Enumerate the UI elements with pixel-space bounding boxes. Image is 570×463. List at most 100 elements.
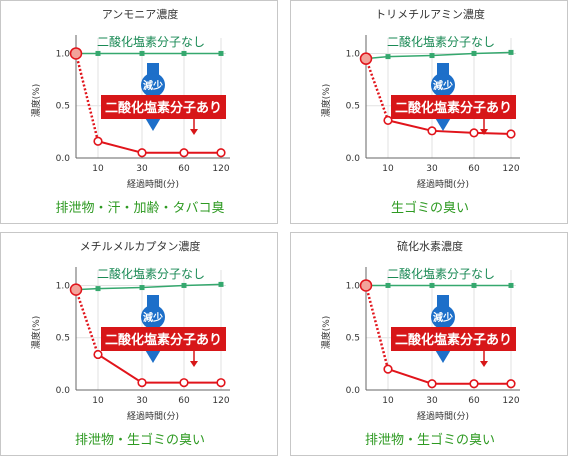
y-axis-label: 濃度(%)	[30, 316, 42, 350]
chart-title: 硫化水素濃度	[397, 239, 463, 253]
x-tick-label: 60	[468, 396, 480, 406]
point-without	[508, 282, 514, 288]
point-start	[359, 52, 373, 65]
pointer-arrow-head	[190, 129, 198, 135]
x-tick-label: 10	[92, 164, 104, 174]
x-tick-label: 120	[502, 164, 519, 174]
chart-svg: アンモニア濃度 0.0 0.5 1.0 10 30 60 120 経過時間(分) 濃度(%) 二酸化…	[30, 7, 230, 216]
point-with	[427, 126, 437, 136]
point-start	[69, 283, 83, 296]
decrease-badge	[141, 73, 165, 97]
x-axis-label: 経過時間(分)	[417, 178, 469, 190]
series-label-without: 二酸化塩素分子なし	[387, 266, 495, 281]
y-axis-label: 濃度(%)	[320, 316, 332, 350]
series-label-with-box	[101, 95, 226, 119]
chart-caption: 排泄物・汗・加齢・タバコ臭	[55, 201, 224, 216]
series-label-with: 二酸化塩素分子あり	[395, 100, 512, 116]
point-with	[137, 148, 147, 158]
series-label-with-box	[391, 327, 516, 351]
y-tick-label: 0.0	[346, 154, 361, 164]
point-without	[139, 50, 145, 56]
x-tick-label: 10	[92, 396, 104, 406]
y-tick-label: 1.0	[56, 49, 71, 59]
point-without	[471, 50, 477, 56]
series-label-with: 二酸化塩素分子あり	[395, 332, 512, 348]
pointer-arrow-head	[480, 361, 488, 367]
point-without	[385, 282, 391, 288]
point-without	[181, 50, 187, 56]
chart-title: アンモニア濃度	[102, 7, 179, 21]
y-tick-label: 0.0	[56, 154, 71, 164]
point-start	[359, 279, 373, 292]
x-axis-label: 経過時間(分)	[417, 410, 469, 422]
series-label-with: 二酸化塩素分子あり	[105, 332, 222, 348]
point-without	[218, 50, 224, 56]
point-with	[506, 379, 516, 389]
point-with	[179, 148, 189, 158]
y-axis-label: 濃度(%)	[30, 84, 42, 118]
decrease-label: 減少	[433, 311, 453, 324]
point-without	[218, 281, 224, 287]
series-line-with-dotted	[364, 285, 390, 370]
decrease-badge	[431, 73, 455, 97]
point-with	[93, 136, 103, 146]
point-with	[137, 378, 147, 388]
x-axis-label: 経過時間(分)	[127, 410, 179, 422]
y-tick-label: 0.0	[56, 386, 71, 396]
x-tick-label: 120	[502, 396, 519, 406]
point-with	[469, 379, 479, 389]
point-with	[506, 129, 516, 139]
decrease-label: 減少	[143, 311, 163, 324]
point-start	[69, 47, 83, 60]
x-tick-label: 60	[468, 164, 480, 174]
chart-title: トリメチルアミン濃度	[375, 7, 485, 21]
chart-title: メチルメルカプタン濃度	[80, 239, 201, 253]
chart-svg: 硫化水素濃度 0.0 0.5 1.0 10 30 60 120 経過時間(分) 濃度(%) 二酸化塩…	[320, 239, 520, 448]
series-line-with-dotted	[74, 289, 100, 355]
y-tick-label: 1.0	[56, 281, 71, 291]
point-with	[216, 148, 226, 158]
series-label-with: 二酸化塩素分子あり	[105, 100, 222, 116]
point-without	[429, 282, 435, 288]
point-without	[95, 286, 101, 292]
series-label-with-box	[101, 327, 226, 351]
series-line-with	[387, 368, 511, 385]
point-with	[383, 364, 393, 374]
point-with	[93, 349, 103, 360]
y-tick-label: 0.5	[346, 334, 360, 344]
decrease-label: 減少	[143, 79, 163, 92]
x-tick-label: 30	[136, 164, 148, 174]
chart-caption: 生ゴミの臭い	[391, 200, 469, 216]
pointer-arrow-head	[190, 361, 198, 367]
decrease-label: 減少	[433, 79, 453, 92]
x-tick-label: 60	[178, 396, 190, 406]
point-with	[216, 378, 226, 388]
chart-panel-trimethylamine: トリメチルアミン濃度 0.0 0.5 1.0 10 30 60 120 経過時間(分) 濃度(%)…	[290, 0, 568, 224]
chart-panel-methylmercaptan: メチルメルカプタン濃度 0.0 0.5 1.0 10 30 60 120 経過時間(分) 濃度(%…	[0, 232, 278, 456]
y-tick-label: 0.0	[346, 386, 361, 396]
series-label-without: 二酸化塩素分子なし	[97, 34, 205, 49]
series-line-with-dotted	[74, 53, 100, 142]
series-line-with	[387, 119, 512, 135]
x-tick-label: 30	[426, 164, 438, 174]
x-axis-label: 経過時間(分)	[127, 178, 179, 190]
series-label-without: 二酸化塩素分子なし	[387, 34, 495, 49]
chart-caption: 排泄物・生ゴミの臭い	[365, 432, 495, 448]
pointer-arrow-head	[480, 129, 488, 135]
y-tick-label: 1.0	[346, 49, 361, 59]
x-tick-label: 120	[212, 396, 229, 406]
point-with	[469, 128, 479, 138]
chart-svg: トリメチルアミン濃度 0.0 0.5 1.0 10 30 60 120 経過時間(分) 濃度(%)…	[320, 7, 520, 216]
x-tick-label: 10	[382, 164, 394, 174]
x-tick-label: 30	[426, 396, 438, 406]
chart-panel-ammonia: アンモニア濃度 0.0 0.5 1.0 10 30 60 120 経過時間(分) 濃度(%) 二酸化…	[0, 0, 278, 224]
y-tick-label: 0.5	[56, 334, 70, 344]
x-tick-label: 120	[212, 164, 229, 174]
x-tick-label: 10	[382, 396, 394, 406]
series-line-with	[97, 353, 221, 384]
decrease-badge	[141, 305, 165, 329]
series-line-with	[97, 140, 221, 154]
chart-caption: 排泄物・生ゴミの臭い	[75, 432, 205, 448]
point-without	[385, 54, 391, 60]
chart-panel-hydrogen-sulfide: 硫化水素濃度 0.0 0.5 1.0 10 30 60 120 経過時間(分) 濃度(%) 二酸化塩…	[290, 232, 568, 456]
